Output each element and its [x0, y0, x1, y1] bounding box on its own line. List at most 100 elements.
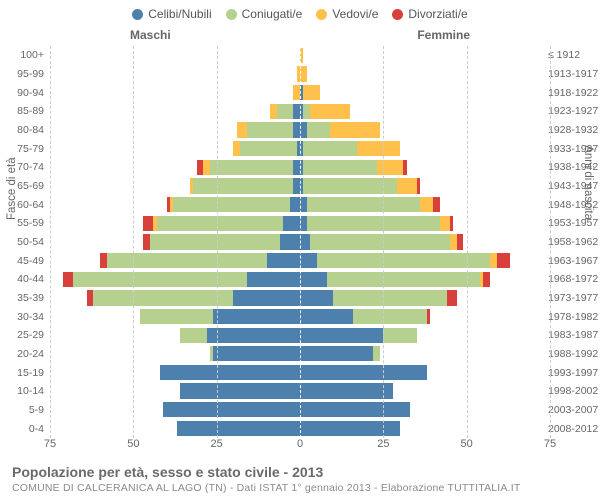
segment-vedovi: [490, 253, 497, 268]
segment-celibi: [177, 421, 300, 436]
legend-item: Vedovi/e: [316, 7, 378, 21]
bar-male: [50, 195, 300, 214]
birth-years-label: 1948-1952: [548, 195, 600, 214]
x-tick: 75: [544, 438, 556, 450]
age-label: 10-14: [0, 382, 48, 401]
population-pyramid-chart: Celibi/Nubili Coniugati/e Vedovi/e Divorzia…: [0, 0, 600, 500]
bar-male: [50, 83, 300, 102]
segment-divorziati: [450, 216, 453, 231]
bar-female: [300, 233, 550, 252]
segment-celibi: [300, 383, 393, 398]
segment-vedovi: [377, 160, 404, 175]
y-left-labels: 100+95-9990-9485-8980-8475-7970-7465-696…: [0, 46, 48, 438]
segment-divorziati: [447, 290, 457, 305]
segment-coniugati: [307, 197, 420, 212]
age-label: 85-89: [0, 102, 48, 121]
segment-divorziati: [403, 160, 406, 175]
segment-celibi: [293, 178, 300, 193]
segment-divorziati: [483, 272, 490, 287]
age-label: 30-34: [0, 307, 48, 326]
bar-female: [300, 158, 550, 177]
segment-divorziati: [63, 272, 73, 287]
bar-female: [300, 177, 550, 196]
bar-female: [300, 121, 550, 140]
y-right-labels: ≤ 19121913-19171918-19221923-19271928-19…: [544, 46, 600, 438]
age-label: 55-59: [0, 214, 48, 233]
segment-vedovi: [330, 122, 380, 137]
legend-item: Celibi/Nubili: [132, 7, 211, 21]
segment-celibi: [300, 346, 373, 361]
segment-vedovi: [420, 197, 433, 212]
bar-female: [300, 307, 550, 326]
bar-female: [300, 214, 550, 233]
age-label: 5-9: [0, 401, 48, 420]
grid-line: [467, 46, 468, 438]
legend-item: Divorziati/e: [392, 7, 467, 21]
legend-item: Coniugati/e: [226, 7, 303, 21]
segment-coniugati: [173, 197, 290, 212]
segment-celibi: [160, 365, 300, 380]
bar-male: [50, 270, 300, 289]
age-label: 80-84: [0, 121, 48, 140]
segment-coniugati: [93, 290, 233, 305]
x-tick: 75: [44, 438, 56, 450]
x-tick: 50: [461, 438, 473, 450]
grid-line: [550, 46, 551, 438]
gender-labels: Maschi Femmine: [0, 28, 600, 46]
segment-celibi: [300, 290, 333, 305]
segment-vedovi: [303, 85, 320, 100]
birth-years-label: 2003-2007: [548, 401, 600, 420]
birth-years-label: 1993-1997: [548, 363, 600, 382]
segment-coniugati: [383, 328, 416, 343]
segment-divorziati: [100, 253, 107, 268]
age-label: 60-64: [0, 195, 48, 214]
x-tick: 25: [377, 438, 389, 450]
segment-coniugati: [333, 290, 446, 305]
segment-celibi: [300, 253, 317, 268]
segment-divorziati: [197, 160, 204, 175]
bar-female: [300, 382, 550, 401]
legend-swatch: [316, 9, 327, 20]
age-label: 95-99: [0, 65, 48, 84]
segment-celibi: [300, 421, 400, 436]
birth-years-label: 2008-2012: [548, 419, 600, 438]
segment-celibi: [293, 160, 300, 175]
segment-divorziati: [87, 290, 94, 305]
grid-line: [300, 46, 301, 438]
birth-years-label: 1998-2002: [548, 382, 600, 401]
segment-coniugati: [303, 141, 356, 156]
bar-male: [50, 345, 300, 364]
segment-celibi: [207, 328, 300, 343]
birth-years-label: 1938-1942: [548, 158, 600, 177]
bar-female: [300, 400, 550, 419]
legend-label: Divorziati/e: [408, 7, 467, 21]
bar-female: [300, 289, 550, 308]
age-label: 40-44: [0, 270, 48, 289]
legend-swatch: [226, 9, 237, 20]
age-label: 90-94: [0, 83, 48, 102]
segment-coniugati: [310, 234, 450, 249]
bar-female: [300, 251, 550, 270]
segment-coniugati: [303, 160, 376, 175]
segment-coniugati: [193, 178, 293, 193]
segment-coniugati: [157, 216, 284, 231]
segment-coniugati: [247, 122, 294, 137]
label-male: Maschi: [130, 28, 171, 42]
legend-swatch: [132, 9, 143, 20]
segment-divorziati: [497, 253, 510, 268]
bar-male: [50, 46, 300, 65]
bar-male: [50, 251, 300, 270]
segment-celibi: [300, 365, 427, 380]
grid-line: [383, 46, 384, 438]
bar-male: [50, 307, 300, 326]
bar-male: [50, 400, 300, 419]
birth-years-label: 1913-1917: [548, 65, 600, 84]
segment-coniugati: [307, 122, 330, 137]
age-label: 45-49: [0, 251, 48, 270]
chart-title: Popolazione per età, sesso e stato civil…: [12, 464, 588, 480]
bar-male: [50, 233, 300, 252]
age-label: 35-39: [0, 289, 48, 308]
segment-divorziati: [433, 197, 440, 212]
bar-male: [50, 289, 300, 308]
segment-vedovi: [203, 160, 210, 175]
